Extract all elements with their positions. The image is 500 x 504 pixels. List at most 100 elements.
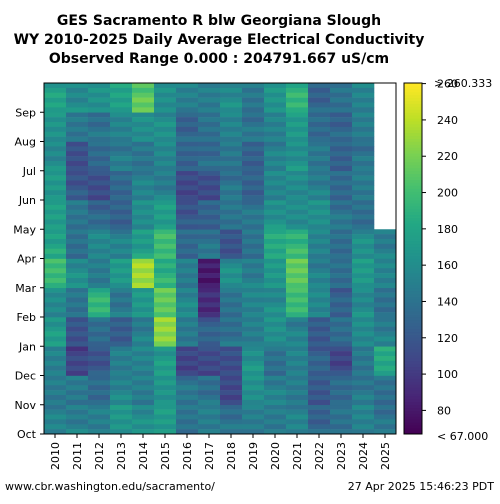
heat-stripe <box>220 239 243 245</box>
heat-stripe <box>220 429 243 435</box>
heat-stripe <box>132 278 155 284</box>
heat-stripe <box>132 146 155 152</box>
heat-stripe <box>132 302 155 308</box>
heat-stripe <box>220 97 243 103</box>
heat-cell-2021-Oct <box>286 404 309 435</box>
heat-stripe <box>286 126 309 133</box>
heat-stripe <box>132 141 155 147</box>
heat-stripe <box>242 131 265 137</box>
heat-stripe <box>374 297 397 303</box>
heat-cell-2013-Aug <box>110 112 133 142</box>
heat-stripe <box>88 390 111 396</box>
heat-stripe <box>352 214 375 220</box>
heat-stripe <box>286 243 309 250</box>
colorbar-segment <box>404 115 422 119</box>
colorbar-segment <box>404 378 422 382</box>
heat-stripe <box>242 263 265 269</box>
heat-stripe <box>286 122 309 128</box>
colorbar-segment <box>404 401 422 406</box>
heat-stripe <box>242 165 265 172</box>
heat-stripe <box>132 429 155 435</box>
heat-stripe <box>44 326 67 332</box>
heat-cell-2014-Aug <box>132 112 155 142</box>
heat-stripe <box>44 224 67 230</box>
heat-stripe <box>352 331 375 337</box>
x-tick-label-2018: 2018 <box>225 442 238 470</box>
heat-stripe <box>308 399 331 406</box>
heat-stripe <box>330 317 353 323</box>
heat-stripe <box>110 102 133 108</box>
x-tick-label-2021: 2021 <box>291 442 304 470</box>
colorbar-tick-label-260: 260 <box>437 78 458 91</box>
heat-stripe <box>66 273 89 279</box>
heat-cell-2024-Nov <box>352 375 375 406</box>
heat-stripe <box>220 365 243 371</box>
heat-stripe <box>330 321 353 328</box>
heat-stripe <box>264 83 287 89</box>
heat-stripe <box>132 92 155 98</box>
colorbar-segment <box>404 255 422 259</box>
heat-stripe <box>308 131 331 137</box>
heat-cell-2023-Jul <box>330 141 353 172</box>
heat-stripe <box>44 248 67 254</box>
heat-stripe <box>198 234 221 240</box>
heat-cell-2014-Jun <box>132 170 155 201</box>
heat-stripe <box>352 248 375 254</box>
heat-stripe <box>176 287 199 293</box>
heat-stripe <box>374 375 397 381</box>
heat-cell-2021-Apr <box>286 229 309 259</box>
heat-stripe <box>176 156 199 162</box>
heat-stripe <box>286 175 309 181</box>
heat-stripe <box>308 234 331 240</box>
heat-stripe <box>110 268 133 274</box>
heat-stripe <box>176 307 199 313</box>
heat-stripe <box>132 170 155 176</box>
heat-stripe <box>286 117 309 123</box>
heat-stripe <box>352 297 375 303</box>
heat-cell-2017-Nov <box>198 375 221 406</box>
heat-stripe <box>88 292 111 298</box>
heat-stripe <box>88 229 111 235</box>
heat-cell-2012-Feb <box>88 287 111 318</box>
heat-stripe <box>176 409 199 415</box>
x-tick-label-2017: 2017 <box>203 442 216 470</box>
y-tick-label-Feb: Feb <box>17 311 36 324</box>
heat-stripe <box>44 219 67 225</box>
heat-stripe <box>330 112 353 118</box>
heat-cell-2011-Dec <box>66 346 89 376</box>
heat-stripe <box>264 385 287 391</box>
heat-stripe <box>264 170 287 176</box>
heat-stripe <box>66 131 89 137</box>
heat-stripe <box>154 331 177 337</box>
heat-stripe <box>198 346 221 352</box>
heat-cell-2020-Apr <box>264 229 287 259</box>
heat-stripe <box>330 307 353 313</box>
heat-stripe <box>88 83 111 89</box>
heat-stripe <box>286 390 309 396</box>
heat-stripe <box>132 126 155 133</box>
heat-stripe <box>66 370 89 376</box>
heat-stripe <box>88 248 111 254</box>
heat-cell-2018-May <box>220 200 243 230</box>
heat-stripe <box>176 278 199 284</box>
heat-stripe <box>66 117 89 123</box>
colorbar-segment <box>404 290 422 294</box>
heat-stripe <box>176 122 199 128</box>
heat-stripe <box>330 219 353 225</box>
heat-stripe <box>264 151 287 157</box>
colorbar-segment <box>404 167 422 172</box>
heat-stripe <box>66 87 89 94</box>
colorbar-segment <box>404 150 422 154</box>
heat-stripe <box>176 195 199 201</box>
heat-stripe <box>88 404 111 410</box>
heat-stripe <box>242 321 265 328</box>
heat-cell-2016-Jan <box>176 317 199 347</box>
heat-stripe <box>198 209 221 215</box>
heat-stripe <box>176 346 199 352</box>
heat-stripe <box>242 219 265 225</box>
colorbar-frame <box>403 82 423 435</box>
colorbar-tick-label-240: 240 <box>437 114 458 127</box>
heat-stripe <box>308 351 331 357</box>
heat-cell-2023-Mar <box>330 258 353 289</box>
heat-stripe <box>88 253 111 259</box>
